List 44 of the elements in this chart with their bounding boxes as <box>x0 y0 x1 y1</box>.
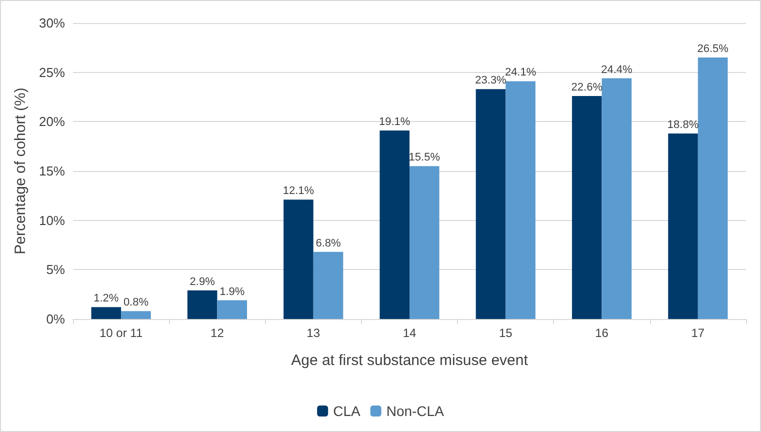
bar <box>668 134 698 319</box>
data-label: 6.8% <box>316 237 342 250</box>
x-tick-label: 16 <box>595 326 609 340</box>
y-tick-label: 20% <box>38 114 66 130</box>
legend-label: Non-CLA <box>386 403 445 419</box>
y-tick-label: 25% <box>38 64 66 80</box>
bar <box>91 307 122 319</box>
x-tick-label: 14 <box>402 326 416 340</box>
data-label: 1.2% <box>94 292 119 305</box>
data-label: 23.3% <box>475 74 507 87</box>
bar <box>410 166 440 319</box>
bar <box>217 300 248 319</box>
x-tick-label: 17 <box>691 326 705 340</box>
data-label: 0.8% <box>123 296 149 309</box>
x-tick-label: 10 or 11 <box>99 326 143 340</box>
y-tick-label: 30% <box>38 16 66 30</box>
y-tick-label: 15% <box>38 164 66 178</box>
data-label: 19.1% <box>378 116 410 128</box>
bar <box>476 89 506 319</box>
x-tick-label: 12 <box>210 326 224 340</box>
bar <box>284 200 314 319</box>
bar <box>313 252 344 319</box>
bar <box>506 81 536 319</box>
bar <box>380 130 410 319</box>
bar <box>602 78 632 319</box>
bar <box>121 311 151 319</box>
x-tick-label: 13 <box>306 326 320 340</box>
data-label: 24.1% <box>504 66 536 79</box>
data-label: 12.1% <box>282 185 314 198</box>
x-axis-title: Age at first substance misuse event <box>291 352 529 369</box>
data-label: 26.5% <box>697 43 729 56</box>
data-label: 2.9% <box>190 276 216 288</box>
data-label: 15.5% <box>408 152 440 164</box>
bar <box>187 290 218 319</box>
x-tick-label: 15 <box>498 326 513 340</box>
y-tick-label: 10% <box>38 212 66 228</box>
y-tick-label: 5% <box>46 262 66 278</box>
data-label: 1.9% <box>220 286 245 298</box>
legend-label: CLA <box>333 403 361 419</box>
bar <box>698 58 728 319</box>
data-label: 24.4% <box>601 64 632 76</box>
y-axis-title: Percentage of cohort (%) <box>12 88 30 254</box>
bar <box>572 96 602 319</box>
y-tick-label: 0% <box>46 312 66 326</box>
